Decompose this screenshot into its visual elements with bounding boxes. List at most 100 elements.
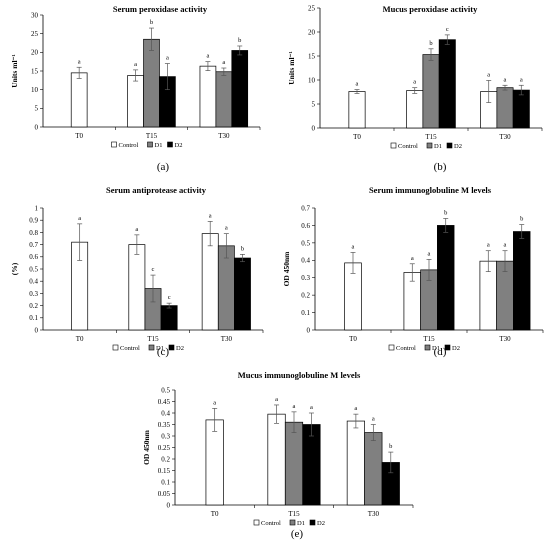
legend-label: D1 <box>156 345 164 352</box>
bar-control-t0 <box>205 419 224 506</box>
bar-d1-t30 <box>364 432 383 506</box>
bar-d1-t30 <box>496 87 514 129</box>
x-category-label: T0 <box>211 510 219 518</box>
significance-label: a <box>354 405 357 412</box>
bar-d1-t15 <box>284 421 304 506</box>
y-tick-label: 0.4 <box>29 278 38 286</box>
legend-swatch-control <box>111 141 117 148</box>
y-tick-label: 0.35 <box>158 421 171 429</box>
bar-d1-t15 <box>143 38 160 128</box>
chart-panel-1: Serum peroxidase activity 0 5 10 15 20 25 30 Uni… <box>10 4 261 173</box>
significance-label: a <box>413 79 416 86</box>
significance-label: a <box>293 403 296 410</box>
x-category-label: T15 <box>146 132 158 140</box>
y-tick-label: 0 <box>167 501 171 509</box>
significance-label: a <box>206 53 209 60</box>
y-tick-label: 20 <box>31 49 39 57</box>
y-tick-label: 0.25 <box>158 444 171 452</box>
significance-label: a <box>222 59 225 66</box>
y-tick-label: 1 <box>35 204 39 212</box>
y-tick-label: 20 <box>308 28 316 36</box>
legend-label: D1 <box>432 345 440 352</box>
y-axis-label: OD 450nm <box>142 429 151 465</box>
bar-d2-t15 <box>302 424 321 506</box>
significance-label: a <box>135 226 138 233</box>
legend-label: D2 <box>176 345 184 352</box>
significance-label: a <box>487 242 490 249</box>
y-axis-label: Units ml⁻¹ <box>287 51 296 85</box>
y-axis-label: (%) <box>10 262 19 275</box>
y-tick-label: 0 <box>312 124 316 132</box>
y-tick-label: 0.7 <box>29 241 38 249</box>
y-axis-label: OD 450nm <box>282 251 291 287</box>
legend-label: Control <box>120 345 140 352</box>
legend-label: D2 <box>317 520 325 527</box>
legend-label: D1 <box>434 143 442 150</box>
bar-control-t30 <box>199 65 217 128</box>
significance-label: c <box>152 266 155 273</box>
significance-label: a <box>134 61 137 68</box>
chart-panel-5: Mucus immunoglobuline M levels 0 0.05 0.1 0.… <box>142 370 414 540</box>
legend-label: Control <box>398 143 418 150</box>
panel-letter: (a) <box>157 161 170 173</box>
legend-label: D1 <box>155 142 163 149</box>
legend-swatch-d1 <box>424 344 431 351</box>
legend-swatch-control <box>112 344 119 351</box>
significance-label: a <box>372 416 375 423</box>
y-tick-label: 0.2 <box>29 302 38 310</box>
legend-label: Control <box>261 520 281 527</box>
legend-swatch-d1 <box>148 344 155 351</box>
y-tick-label: 0.4 <box>301 257 310 265</box>
bar-d1-t30 <box>217 245 235 331</box>
bar-control-t15 <box>127 75 144 128</box>
y-tick-label: 0.3 <box>161 432 170 440</box>
bar-d2-t15 <box>437 225 455 331</box>
bar-control-t30 <box>346 420 365 506</box>
x-category-label: T0 <box>76 335 84 343</box>
significance-label: b <box>238 37 241 44</box>
significance-label: a <box>78 215 81 222</box>
significance-label: a <box>520 76 523 83</box>
y-tick-label: 0.3 <box>301 274 310 282</box>
y-tick-label: 0.6 <box>29 253 38 261</box>
y-tick-label: 0.45 <box>158 398 171 406</box>
chart-title: Serum peroxidase activity <box>113 4 208 14</box>
significance-label: a <box>504 76 507 83</box>
x-category-label: T30 <box>499 133 511 141</box>
bar-control-t15 <box>128 244 146 331</box>
significance-label: c <box>168 294 171 301</box>
significance-label: b <box>241 245 244 252</box>
significance-label: a <box>78 58 81 65</box>
y-tick-label: 25 <box>308 4 316 12</box>
significance-label: a <box>356 81 359 88</box>
significance-label: b <box>444 209 447 216</box>
panel-letter: (c) <box>157 346 170 358</box>
y-tick-label: 0.3 <box>29 290 38 298</box>
bar-d1-t30 <box>215 71 233 128</box>
legend-swatch-d2 <box>444 344 451 351</box>
legend-swatch-control <box>253 519 260 526</box>
x-category-label: T0 <box>349 335 357 343</box>
chart-title: Mucus peroxidase activity <box>383 4 479 14</box>
bar-d2-t30 <box>234 257 251 331</box>
y-tick-label: 0 <box>35 326 39 334</box>
legend-swatch-d1 <box>147 141 153 148</box>
y-tick-label: 0.7 <box>301 204 310 212</box>
bar-control-t15 <box>406 90 424 129</box>
y-tick-label: 15 <box>308 52 316 60</box>
legend-swatch-control <box>388 344 395 351</box>
y-tick-label: 30 <box>31 11 39 19</box>
legend-label: D2 <box>452 345 460 352</box>
y-tick-label: 10 <box>308 76 316 84</box>
bar-control-t0 <box>348 91 366 129</box>
legend-label: Control <box>396 345 416 352</box>
chart-title: Serum immunoglobuline M levels <box>369 185 492 195</box>
x-category-label: T15 <box>288 510 300 518</box>
significance-label: c <box>446 26 449 33</box>
y-tick-label: 15 <box>31 67 39 75</box>
legend-label: D2 <box>175 142 183 149</box>
y-tick-label: 0.6 <box>301 222 310 230</box>
significance-label: a <box>213 399 216 406</box>
bar-control-t30 <box>201 233 219 331</box>
